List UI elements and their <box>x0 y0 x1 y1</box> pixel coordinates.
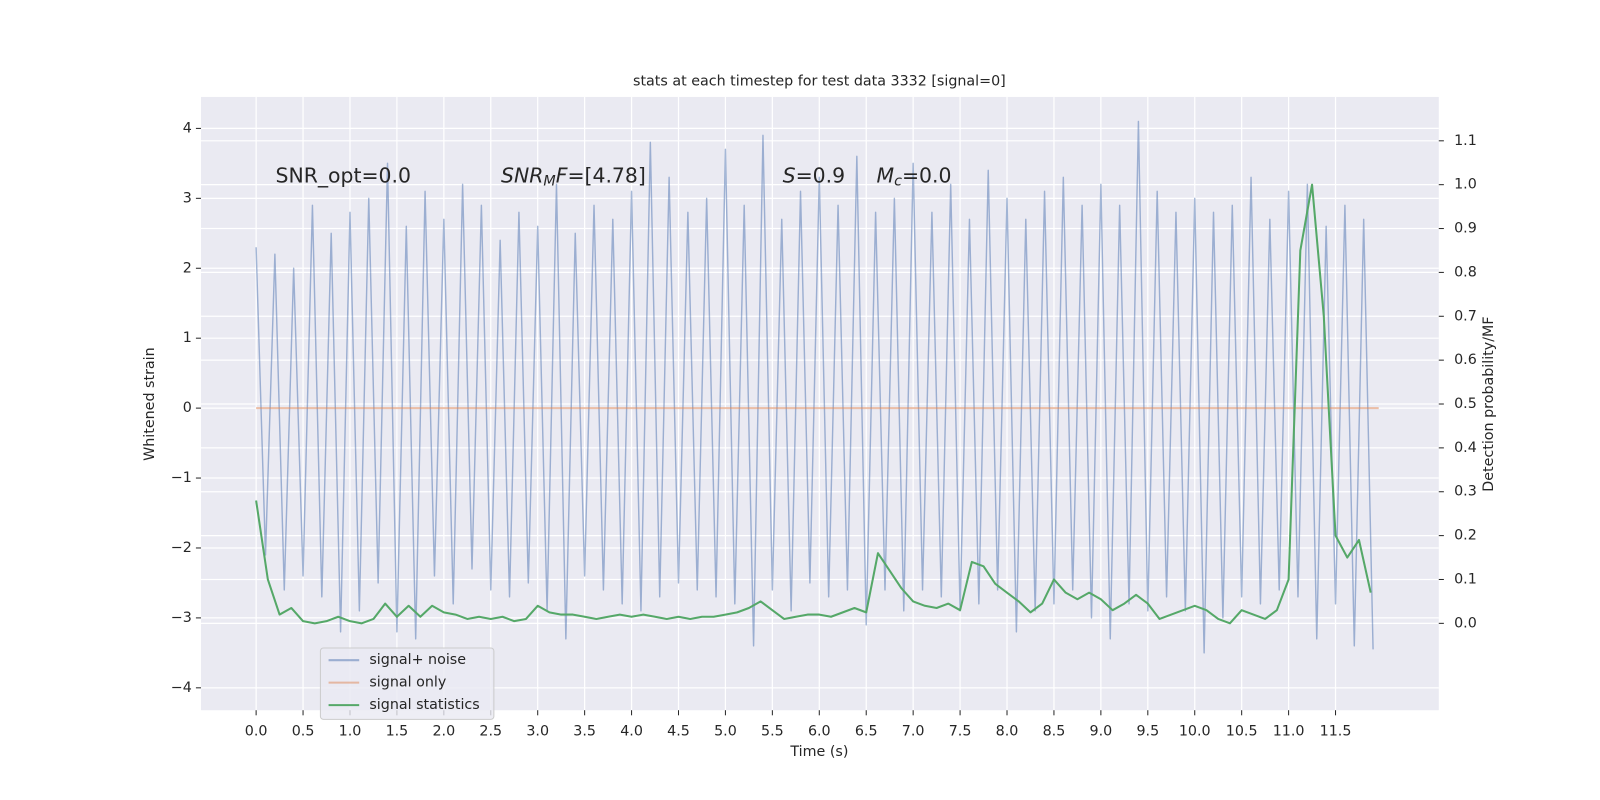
y-tick-label: −1 <box>171 470 192 486</box>
y2-tick-label: 0.4 <box>1454 440 1477 456</box>
x-tick-label: 10.0 <box>1179 724 1211 740</box>
x-tick-label: 4.0 <box>620 724 643 740</box>
annotation-part: =[4.78] <box>567 164 645 188</box>
y-tick-label: −3 <box>171 610 192 626</box>
marks <box>255 120 1379 654</box>
legend: signal+ noise signal only signal statistic… <box>319 647 495 720</box>
annotation: Mc=0.0 <box>877 164 952 190</box>
legend-label: signal only <box>369 675 446 691</box>
annotation-part: S <box>783 164 796 188</box>
series-line <box>255 183 1372 625</box>
x-tick-label: 6.0 <box>808 724 831 740</box>
annotation: SNR_opt=0.0 <box>276 164 412 189</box>
x-tick-label: 1.0 <box>339 724 362 740</box>
annotation-part: M <box>543 174 555 190</box>
y-tick-label: 2 <box>183 260 192 276</box>
y2-tick-label: 1.1 <box>1454 133 1477 149</box>
x-tick-label: 0.0 <box>245 724 268 740</box>
x-tick-label: 5.0 <box>714 724 737 740</box>
x-tick-label: 8.5 <box>1043 724 1066 740</box>
y-tick-label: −4 <box>171 680 192 696</box>
series-line <box>255 120 1374 654</box>
x-tick-label: 8.0 <box>996 724 1019 740</box>
x-tick-label: 9.0 <box>1090 724 1113 740</box>
x-tick-label: 10.5 <box>1226 724 1258 740</box>
y2-tick-label: 0.5 <box>1454 396 1477 412</box>
x-tick-label: 7.0 <box>902 724 925 740</box>
y2-tick-label: 0.6 <box>1454 352 1477 368</box>
axes: 0.0 0.5 1.0 1.5 2.0 2.5 3.0 3.5 4.0 4.5 5.0 5.5 6.0 6… <box>171 120 1477 739</box>
y-tick-label: 0 <box>183 400 192 416</box>
y2-tick-label: 0.1 <box>1454 571 1477 587</box>
x-tick-label: 2.0 <box>432 724 455 740</box>
y-tick-label: −2 <box>171 540 192 556</box>
x-tick-label: 7.5 <box>949 724 972 740</box>
annotation-part: =0.9 <box>796 164 846 188</box>
y2-tick-label: 0.8 <box>1454 264 1477 280</box>
x-tick-label: 4.5 <box>667 724 690 740</box>
x-tick-label: 1.5 <box>386 724 409 740</box>
x-tick-label: 5.5 <box>761 724 784 740</box>
x-tick-label: 9.5 <box>1136 724 1159 740</box>
x-tick-label: 6.5 <box>855 724 878 740</box>
y2-tick-label: 0.0 <box>1454 615 1477 631</box>
y-tick-label: 4 <box>183 120 192 136</box>
y2-axis-label: Detection probability/MF <box>1481 316 1497 491</box>
legend-label: signal+ noise <box>369 652 466 668</box>
annotation-part: M <box>877 164 895 188</box>
annotation: S=0.9 <box>783 164 845 188</box>
annotation-part: c <box>894 174 902 190</box>
x-tick-label: 3.5 <box>573 724 596 740</box>
annotation-part: SNR_opt=0.0 <box>276 164 412 189</box>
annotation-part: F <box>556 164 568 188</box>
x-tick-label: 3.0 <box>526 724 549 740</box>
annotation-part: SNR <box>501 164 543 188</box>
y2-tick-label: 0.3 <box>1454 484 1477 500</box>
legend-box <box>319 647 495 720</box>
y2-tick-label: 0.2 <box>1454 528 1477 544</box>
y2-tick-label: 0.7 <box>1454 308 1477 324</box>
annotation: SNRMF=[4.78] <box>501 164 646 190</box>
y-axis-label: Whitened strain <box>142 347 158 461</box>
y-tick-label: 1 <box>183 330 192 346</box>
y-tick-label: 3 <box>183 190 192 206</box>
chart-title: stats at each timestep for test data 333… <box>633 74 1006 90</box>
x-tick-label: 2.5 <box>479 724 502 740</box>
y2-tick-label: 0.9 <box>1454 221 1477 237</box>
y2-tick-label: 1.0 <box>1454 177 1477 193</box>
legend-label: signal statistics <box>369 697 479 713</box>
annotations: SNR_opt=0.0 SNRMF=[4.78] S=0.9 Mc=0.0 <box>276 164 952 190</box>
annotation-part: =0.0 <box>902 164 952 188</box>
x-tick-label: 11.5 <box>1320 724 1352 740</box>
x-tick-label: 11.0 <box>1273 724 1305 740</box>
x-tick-label: 0.5 <box>292 724 315 740</box>
x-axis-label: Time (s) <box>789 744 848 760</box>
